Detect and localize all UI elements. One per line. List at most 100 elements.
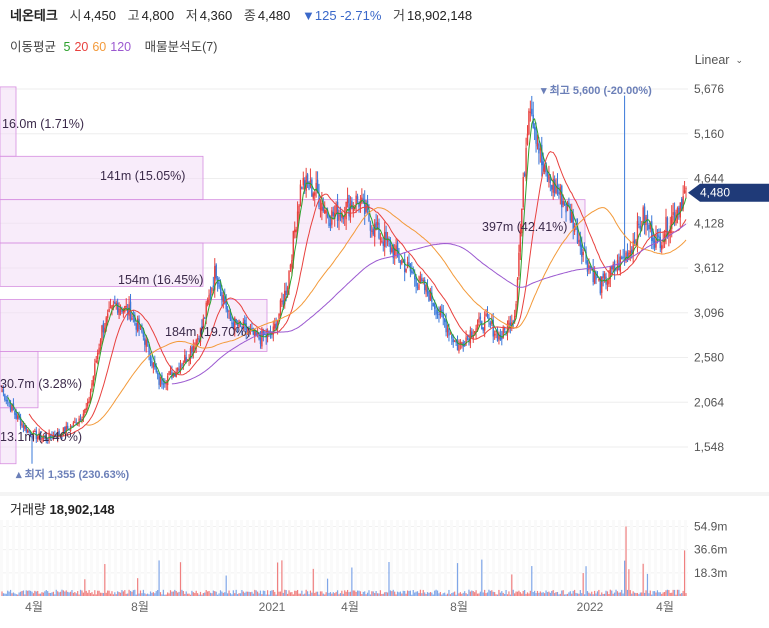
candle-body: [571, 211, 573, 223]
candle-body: [322, 206, 324, 211]
candle-body: [285, 290, 287, 295]
ma-period-120[interactable]: 120: [110, 40, 132, 54]
candle-body: [226, 308, 229, 312]
volume-bar: [282, 592, 284, 596]
ma-period-20[interactable]: 20: [74, 40, 89, 54]
candle-body: [526, 133, 529, 145]
candle-body: [428, 291, 430, 302]
volume-bg-stripe: [282, 520, 285, 596]
volume-bar: [278, 591, 280, 596]
volume-bar: [461, 593, 463, 596]
volume-bg-stripe: [504, 520, 507, 596]
volume-bar: [122, 591, 124, 596]
volume-bar: [115, 594, 117, 596]
volume-bg-stripe: [438, 520, 441, 596]
volume-bar: [235, 589, 237, 596]
volume-bar: [172, 591, 174, 596]
volume-bar: [468, 589, 470, 596]
candle-body: [593, 270, 596, 284]
volume-bar: [458, 593, 460, 596]
candle-body: [208, 295, 210, 303]
volume-bar: [178, 591, 180, 596]
candle-body: [533, 126, 536, 130]
candle-body: [301, 186, 303, 190]
volume-bar: [239, 593, 242, 596]
candle-body: [485, 313, 487, 317]
candle-body: [491, 321, 493, 324]
volume-bg-stripe: [228, 520, 231, 596]
volume-bar: [28, 590, 30, 596]
candle-body: [606, 281, 609, 285]
volume-bar: [526, 592, 529, 596]
candle-body: [545, 162, 547, 173]
volume-bar: [424, 592, 426, 596]
candle-body: [1, 390, 3, 392]
y-tick-label: 2,064: [694, 395, 724, 409]
volume-bar: [594, 590, 596, 596]
chevron-down-icon: ⌄: [735, 55, 743, 65]
volume-bar: [299, 593, 302, 596]
volume-bar: [621, 589, 623, 596]
volume-bar: [319, 591, 322, 596]
volume-bar: [571, 593, 573, 596]
volume-bar: [165, 594, 167, 596]
volume-bar: [209, 592, 212, 596]
volume-bar: [108, 590, 110, 596]
scale-selector[interactable]: Linear ⌄: [695, 53, 743, 67]
volume-bar: [201, 594, 203, 596]
candle-body: [521, 208, 523, 234]
volume-bar: [589, 593, 591, 596]
candle-body: [492, 319, 494, 337]
volume-bar: [411, 594, 413, 596]
volume-bar: [548, 591, 550, 596]
ma-title[interactable]: 이동평균: [10, 40, 57, 54]
volume-bar: [261, 594, 263, 596]
candle-body: [281, 300, 283, 302]
candle-body: [411, 270, 413, 274]
volume-bar: [134, 589, 136, 596]
candle-body: [426, 286, 429, 294]
volume-bg-stripe: [450, 520, 453, 596]
candle-body: [416, 286, 419, 288]
volume-bar: [539, 591, 541, 596]
volume-bar: [72, 592, 74, 596]
volume-bg-stripe: [54, 520, 57, 596]
volume-bar: [224, 592, 226, 596]
candle-body: [562, 201, 564, 205]
volume-bg-stripe: [666, 520, 669, 596]
candle-body: [314, 192, 316, 196]
volume-bg-stripe: [462, 520, 465, 596]
volume-bar: [255, 590, 257, 596]
volume-bar: [488, 589, 490, 596]
volume-bar: [37, 590, 39, 596]
candle-body: [401, 260, 403, 264]
volume-bar: [685, 593, 687, 596]
candle-body: [255, 330, 257, 336]
candle-body: [214, 266, 216, 290]
volume-bg-stripe: [78, 520, 81, 596]
volume-bar: [572, 590, 574, 596]
volume-bar: [295, 590, 297, 596]
volume-bar: [306, 591, 309, 596]
volume-bar: [478, 593, 480, 596]
ma-period-60[interactable]: 60: [92, 40, 107, 54]
candle-body: [234, 317, 236, 331]
ma-period-5[interactable]: 5: [63, 40, 71, 54]
volume-bar: [643, 592, 646, 596]
candle-body: [164, 383, 166, 385]
volume-bar: [185, 591, 187, 596]
volume-profile-toggle[interactable]: 매물분석도(7): [144, 40, 218, 54]
volume-bar: [34, 590, 36, 596]
candle-body: [365, 204, 367, 212]
volume-bar: [117, 591, 119, 596]
candle-body: [162, 383, 165, 385]
candle-body: [25, 425, 27, 432]
volume-bg-stripe: [510, 520, 513, 596]
candle-body: [522, 177, 524, 208]
volume-bar: [267, 590, 269, 596]
volume-bar: [296, 589, 299, 596]
candle-body: [205, 302, 207, 317]
volume-bar: [269, 590, 272, 596]
volume-bar: [281, 560, 283, 596]
